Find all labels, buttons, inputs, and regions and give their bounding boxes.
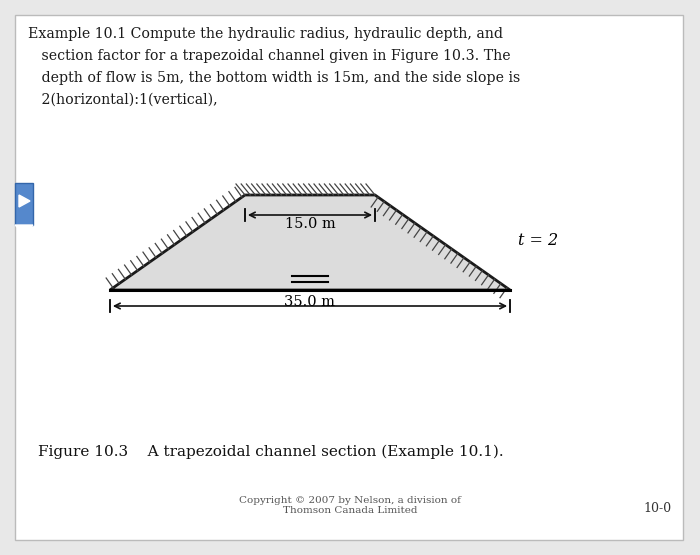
Polygon shape <box>19 195 30 207</box>
Text: section factor for a trapezoidal channel given in Figure 10.3. The: section factor for a trapezoidal channel… <box>28 49 510 63</box>
Text: depth of flow is 5m, the bottom width is 15m, and the side slope is: depth of flow is 5m, the bottom width is… <box>28 71 520 85</box>
Bar <box>15 183 33 225</box>
Text: Copyright © 2007 by Nelson, a division of
Thomson Canada Limited: Copyright © 2007 by Nelson, a division o… <box>239 496 461 515</box>
Text: 15.0 m: 15.0 m <box>285 217 335 231</box>
Text: 10-0: 10-0 <box>644 502 672 515</box>
Text: 35.0 m: 35.0 m <box>284 295 335 309</box>
Text: Figure 10.3    A trapezoidal channel section (Example 10.1).: Figure 10.3 A trapezoidal channel sectio… <box>38 445 503 460</box>
Polygon shape <box>15 225 33 234</box>
Text: 2(horizontal):1(vertical),: 2(horizontal):1(vertical), <box>28 93 218 107</box>
Text: Example 10.1 Compute the hydraulic radius, hydraulic depth, and: Example 10.1 Compute the hydraulic radiu… <box>28 27 503 41</box>
Polygon shape <box>110 195 510 290</box>
Text: t = 2: t = 2 <box>518 232 558 249</box>
